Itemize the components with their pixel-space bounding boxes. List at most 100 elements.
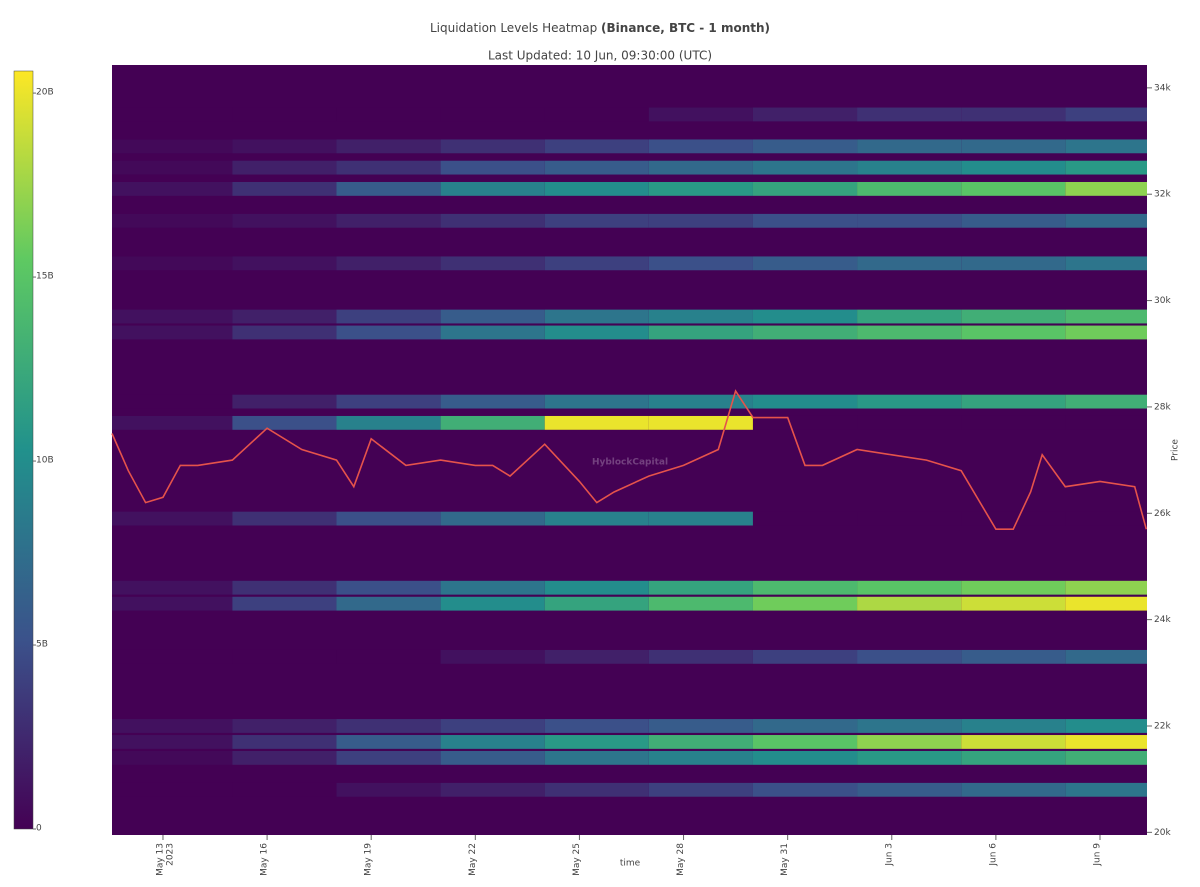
- heat-cell: [961, 160, 1066, 175]
- heat-cell: [112, 415, 233, 430]
- y-tick-label: 20k: [1154, 828, 1171, 838]
- heat-cell: [232, 107, 337, 122]
- heat-cell: [112, 309, 233, 324]
- heat-cell: [544, 750, 649, 765]
- heat-cell: [648, 256, 753, 271]
- heat-cell: [961, 394, 1066, 409]
- x-tick-label: May 16: [260, 843, 270, 876]
- heat-cell: [544, 181, 649, 196]
- heat-cell: [336, 511, 441, 526]
- heat-cell: [112, 719, 233, 733]
- heat-cell: [232, 139, 337, 154]
- heat-cell: [544, 394, 649, 409]
- y-tick-label: 30k: [1154, 296, 1171, 306]
- heat-cell: [440, 325, 545, 340]
- heat-cell: [857, 139, 962, 154]
- heat-cell: [1065, 181, 1147, 196]
- heat-cell: [336, 256, 441, 271]
- heat-cell: [232, 394, 337, 409]
- colorbar-tick-label: 5B: [36, 640, 48, 650]
- heat-cell: [440, 107, 545, 122]
- heat-cell: [857, 309, 962, 324]
- heat-cell: [857, 107, 962, 122]
- heat-cell: [440, 181, 545, 196]
- heat-cell: [648, 782, 753, 797]
- x-tick-label: May 28: [676, 843, 686, 876]
- heat-cell: [232, 160, 337, 175]
- heat-cell: [232, 580, 337, 595]
- heat-cell: [112, 580, 233, 595]
- heat-cell: [857, 511, 962, 526]
- heat-cell: [544, 719, 649, 733]
- heat-cell: [544, 511, 649, 526]
- heat-cell: [112, 649, 233, 664]
- subtitle: Last Updated: 10 Jun, 09:30:00 (UTC): [488, 49, 712, 63]
- heat-cell: [648, 160, 753, 175]
- heat-cell: [544, 782, 649, 797]
- colorbar-tick-label: 10B: [36, 456, 54, 466]
- heat-cell: [1065, 394, 1147, 409]
- heat-cell: [336, 139, 441, 154]
- heat-cell: [752, 394, 858, 409]
- title-main: Liquidation Levels Heatmap: [430, 21, 597, 35]
- heat-cell: [1065, 415, 1147, 430]
- x-tick-label: May 13: [155, 843, 165, 876]
- heat-cell: [1065, 256, 1147, 271]
- heat-cell: [544, 160, 649, 175]
- heat-cell: [648, 107, 753, 122]
- heat-cell: [232, 719, 337, 733]
- heat-cell: [232, 596, 337, 611]
- heat-cell: [857, 181, 962, 196]
- heat-cell: [857, 160, 962, 175]
- heat-cell: [961, 181, 1066, 196]
- x-tick-label: Jun 9: [1093, 843, 1103, 867]
- heat-cell: [232, 415, 337, 430]
- heat-cell: [544, 107, 649, 122]
- heat-cell: [648, 735, 753, 749]
- heat-cell: [752, 256, 858, 271]
- heat-cell: [752, 309, 858, 324]
- heat-cell: [1065, 107, 1147, 122]
- heat-cell: [336, 160, 441, 175]
- heat-cell: [1065, 735, 1147, 749]
- heat-cell: [648, 213, 753, 228]
- heat-cell: [961, 415, 1066, 430]
- heat-cell: [232, 735, 337, 749]
- x-axis-label: time: [620, 859, 641, 869]
- heat-cell: [232, 782, 337, 797]
- colorbar-tick-label: 15B: [36, 272, 54, 282]
- colorbar-tick-label: 0: [36, 824, 42, 834]
- heat-cell: [336, 415, 441, 430]
- heat-cell: [1065, 596, 1147, 611]
- heat-cell: [544, 325, 649, 340]
- heat-cell: [752, 735, 858, 749]
- heat-cell: [232, 181, 337, 196]
- y-axis-label: Price: [1171, 439, 1181, 461]
- heat-cell: [440, 649, 545, 664]
- heat-cell: [440, 782, 545, 797]
- heat-cell: [336, 782, 441, 797]
- heat-cell: [752, 107, 858, 122]
- heat-cell: [648, 511, 753, 526]
- heat-cell: [440, 415, 545, 430]
- heat-cell: [961, 309, 1066, 324]
- heat-cell: [648, 139, 753, 154]
- heat-cell: [544, 596, 649, 611]
- heat-cell: [440, 256, 545, 271]
- heat-cell: [232, 309, 337, 324]
- heat-cell: [112, 213, 233, 228]
- heat-cell: [648, 649, 753, 664]
- heat-cell: [961, 649, 1066, 664]
- heat-cell: [648, 415, 753, 430]
- heat-cell: [336, 750, 441, 765]
- heat-cell: [857, 782, 962, 797]
- heat-cell: [544, 256, 649, 271]
- heat-cell: [440, 309, 545, 324]
- heat-cell: [961, 213, 1066, 228]
- heat-cell: [1065, 160, 1147, 175]
- heat-cell: [112, 256, 233, 271]
- colorbar-tick-label: 20B: [36, 88, 54, 98]
- heat-cell: [961, 596, 1066, 611]
- heat-cell: [112, 139, 233, 154]
- x-tick-label: Jun 3: [884, 843, 894, 867]
